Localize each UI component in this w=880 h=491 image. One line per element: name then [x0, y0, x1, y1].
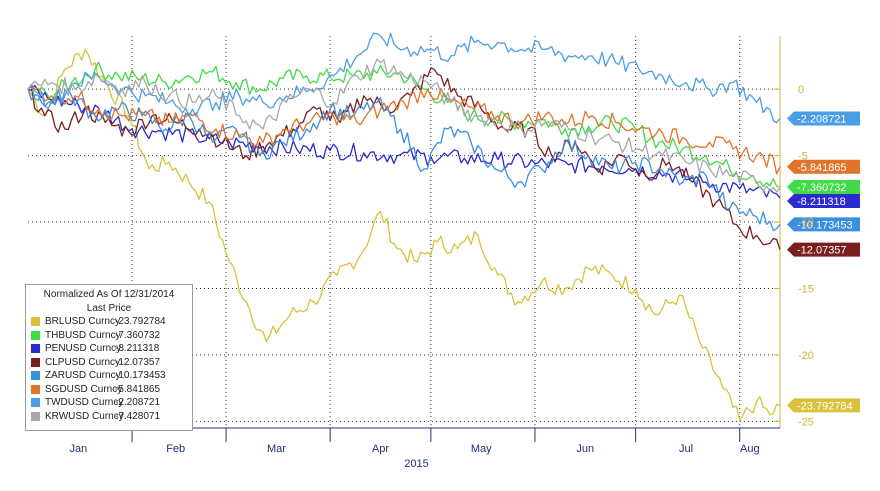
legend-series-name: ZARUSD Curncy [45, 370, 121, 381]
y-tick-label: -25 [798, 416, 814, 428]
legend-series-value: -5.841865 [115, 383, 161, 395]
legend-series-name: THBUSD Curncy [45, 329, 121, 341]
legend-swatch [31, 357, 40, 367]
end-label-bg [787, 159, 860, 174]
x-tick-label: Apr [372, 443, 389, 455]
end-label-value: -8.211318 [797, 196, 846, 208]
legend: Normalized As Of 12/31/2014 Last Price B… [25, 284, 193, 431]
legend-entries: BRLUSD Curncy -23.792784 THBUSD Curncy -7.3… [31, 315, 187, 423]
x-tick-label: Aug [740, 443, 760, 455]
legend-series-name: SGDUSD Curncy [45, 383, 123, 395]
end-label-value: -23.792784 [797, 400, 853, 412]
legend-swatch [31, 371, 40, 381]
legend-entry: THBUSD Curncy -7.360732 [31, 329, 187, 343]
legend-series-name: TWDUSD Curncy [45, 397, 124, 408]
y-tick-label: 0 [798, 84, 804, 96]
legend-entry: BRLUSD Curncy -23.792784 [31, 315, 187, 329]
legend-swatch [31, 384, 40, 394]
end-label-bg [787, 242, 860, 257]
x-tick-label: Feb [166, 443, 185, 455]
legend-series-name: PENUSD Curncy [45, 343, 122, 354]
end-label-bg [787, 398, 860, 413]
grid-lines [28, 36, 780, 428]
legend-subtitle: Last Price [86, 302, 132, 314]
series-line-sgdusd [27, 83, 781, 175]
x-axis-ticks: Jan Feb Mar Apr May Jun Jul Aug 2015 [69, 428, 760, 470]
legend-series-value: -10.173453 [115, 370, 166, 381]
end-label-bg [787, 217, 860, 232]
series-line-zarusd [27, 88, 781, 232]
x-tick-label: Mar [267, 443, 286, 455]
legend-entry: TWDUSD Curncy -2.208721 [31, 396, 187, 410]
series-line-krwusd [27, 58, 781, 193]
x-tick-label: Jun [576, 443, 594, 455]
end-label-value: -7.360732 [797, 182, 847, 194]
legend-entry: KRWUSD Curncy -7.428071 [31, 410, 187, 424]
end-label-bg [787, 111, 860, 126]
series-line-twdusd [27, 32, 781, 124]
x-tick-label: Jul [679, 443, 693, 455]
legend-title: Normalized As Of 12/31/2014 [43, 289, 175, 300]
y-tick-label: -5 [798, 151, 808, 163]
y-tick-label: -20 [798, 350, 814, 362]
legend-entry: CLPUSD Curncy -12.07357 [31, 356, 187, 370]
legend-series-value: -8.211318 [115, 343, 160, 354]
legend-series-value: -23.792784 [115, 316, 166, 327]
end-labels: -2.208721 -5.841865 -7.360732 -8.211318 -10.… [787, 111, 860, 413]
x-tick-label: May [471, 443, 492, 455]
legend-entry: SGDUSD Curncy -5.841865 [31, 383, 187, 397]
series-line-penusd [27, 84, 781, 199]
series-line-thbusd [27, 61, 781, 188]
legend-series-value: -7.428071 [115, 410, 161, 422]
legend-series-value: -2.208721 [115, 397, 161, 408]
legend-entry: ZARUSD Curncy -10.173453 [31, 369, 187, 383]
legend-series-name: BRLUSD Curncy [45, 316, 121, 327]
y-tick-label: -10 [798, 217, 814, 229]
end-label-bg [787, 193, 860, 208]
legend-series-name: CLPUSD Curncy [45, 356, 121, 368]
y-axis-ticks: 0 -5 -10 -15 -20 -25 [774, 84, 814, 428]
legend-swatch [31, 317, 40, 327]
x-tick-label: Jan [69, 443, 87, 455]
legend-swatch [31, 330, 40, 340]
legend-series-value: -12.07357 [115, 356, 161, 368]
end-label-value: -10.173453 [797, 219, 853, 231]
end-label-value: -12.07357 [797, 245, 847, 257]
end-label-value: -2.208721 [797, 114, 847, 126]
end-label-bg [787, 179, 860, 194]
legend-series-value: -7.360732 [115, 329, 161, 341]
legend-swatch [31, 344, 40, 354]
legend-series-name: KRWUSD Curncy [45, 410, 124, 422]
legend-swatch [31, 411, 40, 421]
end-label-value: -5.841865 [797, 162, 847, 174]
legend-swatch [31, 398, 40, 408]
y-tick-label: -15 [798, 283, 814, 295]
series-line-brlusd [27, 48, 781, 423]
legend-entry: PENUSD Curncy -8.211318 [31, 342, 187, 356]
x-year-label: 2015 [404, 458, 428, 470]
series-lines [27, 32, 781, 423]
